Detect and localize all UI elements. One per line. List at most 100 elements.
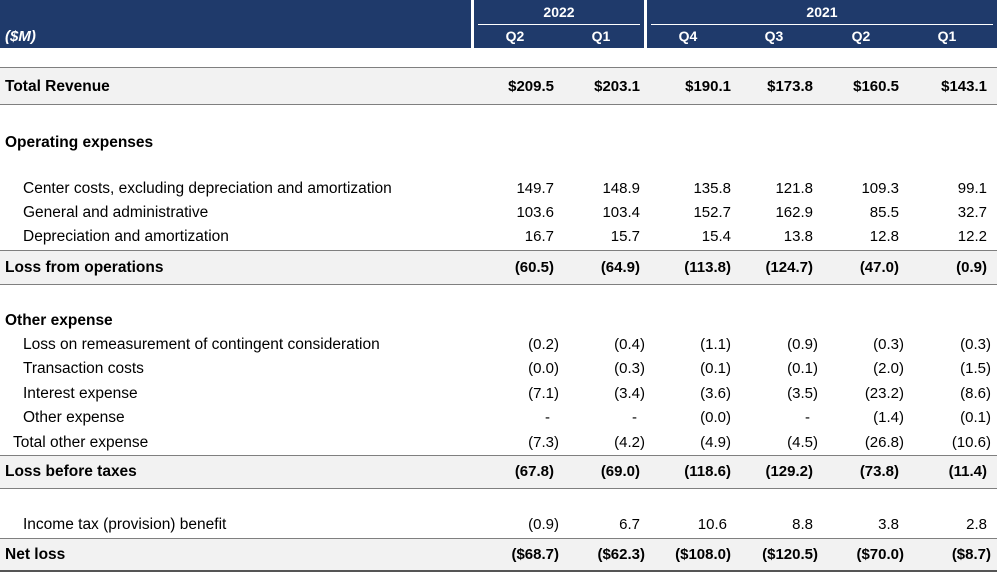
cell: $173.8 (767, 78, 813, 95)
cell: - (805, 409, 810, 426)
table-row: Depreciation and amortization 16.7 15.7 … (0, 228, 997, 250)
cell: - (545, 409, 550, 426)
cell: ($70.0) (856, 546, 904, 563)
cell: $143.1 (941, 78, 987, 95)
cell: (47.0) (859, 259, 899, 276)
cell: (1.4) (873, 409, 904, 426)
cell: 2.8 (966, 516, 987, 533)
cell: (0.3) (873, 336, 904, 353)
cell: 121.8 (775, 180, 813, 197)
cell: - (632, 409, 637, 426)
cell: (7.1) (528, 385, 559, 402)
table-row: Income tax (provision) benefit (0.9) 6.7… (0, 516, 997, 538)
table-row-loss-from-operations: Loss from operations (60.5) (64.9) (113.… (0, 251, 997, 284)
row-label: Loss from operations (5, 259, 164, 276)
table-row: Loss on remeasurement of contingent cons… (0, 336, 997, 358)
cell: 103.6 (516, 204, 554, 221)
cell: (60.5) (514, 259, 554, 276)
cell: 15.4 (701, 228, 731, 245)
cell: (67.8) (514, 463, 554, 480)
row-label: Other expense (23, 409, 125, 426)
divider (0, 104, 997, 105)
row-label: Center costs, excluding depreciation and… (23, 180, 392, 197)
divider (0, 67, 997, 68)
cell: 13.8 (783, 228, 813, 245)
cell: 6.7 (619, 516, 640, 533)
quarter-header: Q2 (505, 28, 525, 44)
cell: (7.3) (528, 434, 559, 451)
row-label: Net loss (5, 546, 66, 563)
row-label: Interest expense (23, 385, 138, 402)
cell: $190.1 (685, 78, 731, 95)
cell: $209.5 (508, 78, 554, 95)
cell: (23.2) (864, 385, 904, 402)
cell: (0.9) (528, 516, 559, 533)
cell: 12.8 (869, 228, 899, 245)
cell: ($62.3) (597, 546, 645, 563)
cell: 149.7 (516, 180, 554, 197)
table-row: Other expense - - (0.0) - (1.4) (0.1) (0, 409, 997, 431)
year-2021: 2021 (651, 4, 993, 25)
cell: 3.8 (878, 516, 899, 533)
cell: $203.1 (594, 78, 640, 95)
table-row-net-loss: Net loss ($68.7) ($62.3) ($108.0) ($120.… (0, 539, 997, 570)
quarter-header: Q4 (678, 28, 698, 44)
quarter-header: Q2 (851, 28, 871, 44)
cell: 15.7 (610, 228, 640, 245)
cell: (0.9) (956, 259, 987, 276)
header-band-label (0, 0, 471, 48)
table-row: Transaction costs (0.0) (0.3) (0.1) (0.1… (0, 360, 997, 382)
cell: 152.7 (693, 204, 731, 221)
quarter-header: Q1 (591, 28, 611, 44)
cell: 16.7 (524, 228, 554, 245)
cell: (11.4) (948, 463, 987, 480)
cell: ($68.7) (511, 546, 559, 563)
cell: 10.6 (697, 516, 727, 533)
cell: 99.1 (957, 180, 987, 197)
row-label: Depreciation and amortization (23, 228, 229, 245)
cell: (0.9) (787, 336, 818, 353)
cell: ($8.7) (951, 546, 991, 563)
cell: (1.5) (960, 360, 991, 377)
cell: 109.3 (861, 180, 899, 197)
row-label: Loss on remeasurement of contingent cons… (23, 336, 380, 353)
cell: (118.6) (684, 463, 731, 480)
cell: (0.2) (528, 336, 559, 353)
row-label: General and administrative (23, 204, 209, 221)
cell: (8.6) (960, 385, 991, 402)
divider (0, 488, 997, 489)
cell: (113.8) (684, 259, 731, 276)
cell: (2.0) (873, 360, 904, 377)
cell: (124.7) (765, 259, 813, 276)
cell: (0.0) (528, 360, 559, 377)
quarter-header: Q1 (937, 28, 957, 44)
table-row: Total other expense (7.3) (4.2) (4.9) (4… (0, 434, 997, 456)
cell: 103.4 (602, 204, 640, 221)
cell: (26.8) (864, 434, 904, 451)
cell: (0.1) (787, 360, 818, 377)
cell: (4.5) (787, 434, 818, 451)
cell: 8.8 (792, 516, 813, 533)
cell: (4.9) (700, 434, 731, 451)
table-row: Center costs, excluding depreciation and… (0, 180, 997, 202)
divider (0, 284, 997, 285)
cell: (3.4) (614, 385, 645, 402)
table-row: General and administrative 103.6 103.4 1… (0, 204, 997, 226)
table-row-loss-before-taxes: Loss before taxes (67.8) (69.0) (118.6) … (0, 456, 997, 488)
section-heading-operating-expenses: Operating expenses (5, 134, 154, 151)
cell: (10.6) (951, 434, 991, 451)
cell: ($108.0) (675, 546, 731, 563)
cell: (0.1) (700, 360, 731, 377)
cell: 162.9 (775, 204, 813, 221)
cell: (0.1) (960, 409, 991, 426)
row-label: Total other expense (13, 434, 149, 451)
cell: (0.0) (700, 409, 731, 426)
cell: (0.3) (614, 360, 645, 377)
divider (0, 250, 997, 251)
section-heading-other-expense: Other expense (5, 312, 113, 329)
cell: (64.9) (600, 259, 640, 276)
row-label: Total Revenue (5, 78, 110, 95)
unit-label: ($M) (5, 28, 36, 45)
cell: (0.4) (614, 336, 645, 353)
row-label: Income tax (provision) benefit (23, 516, 227, 533)
